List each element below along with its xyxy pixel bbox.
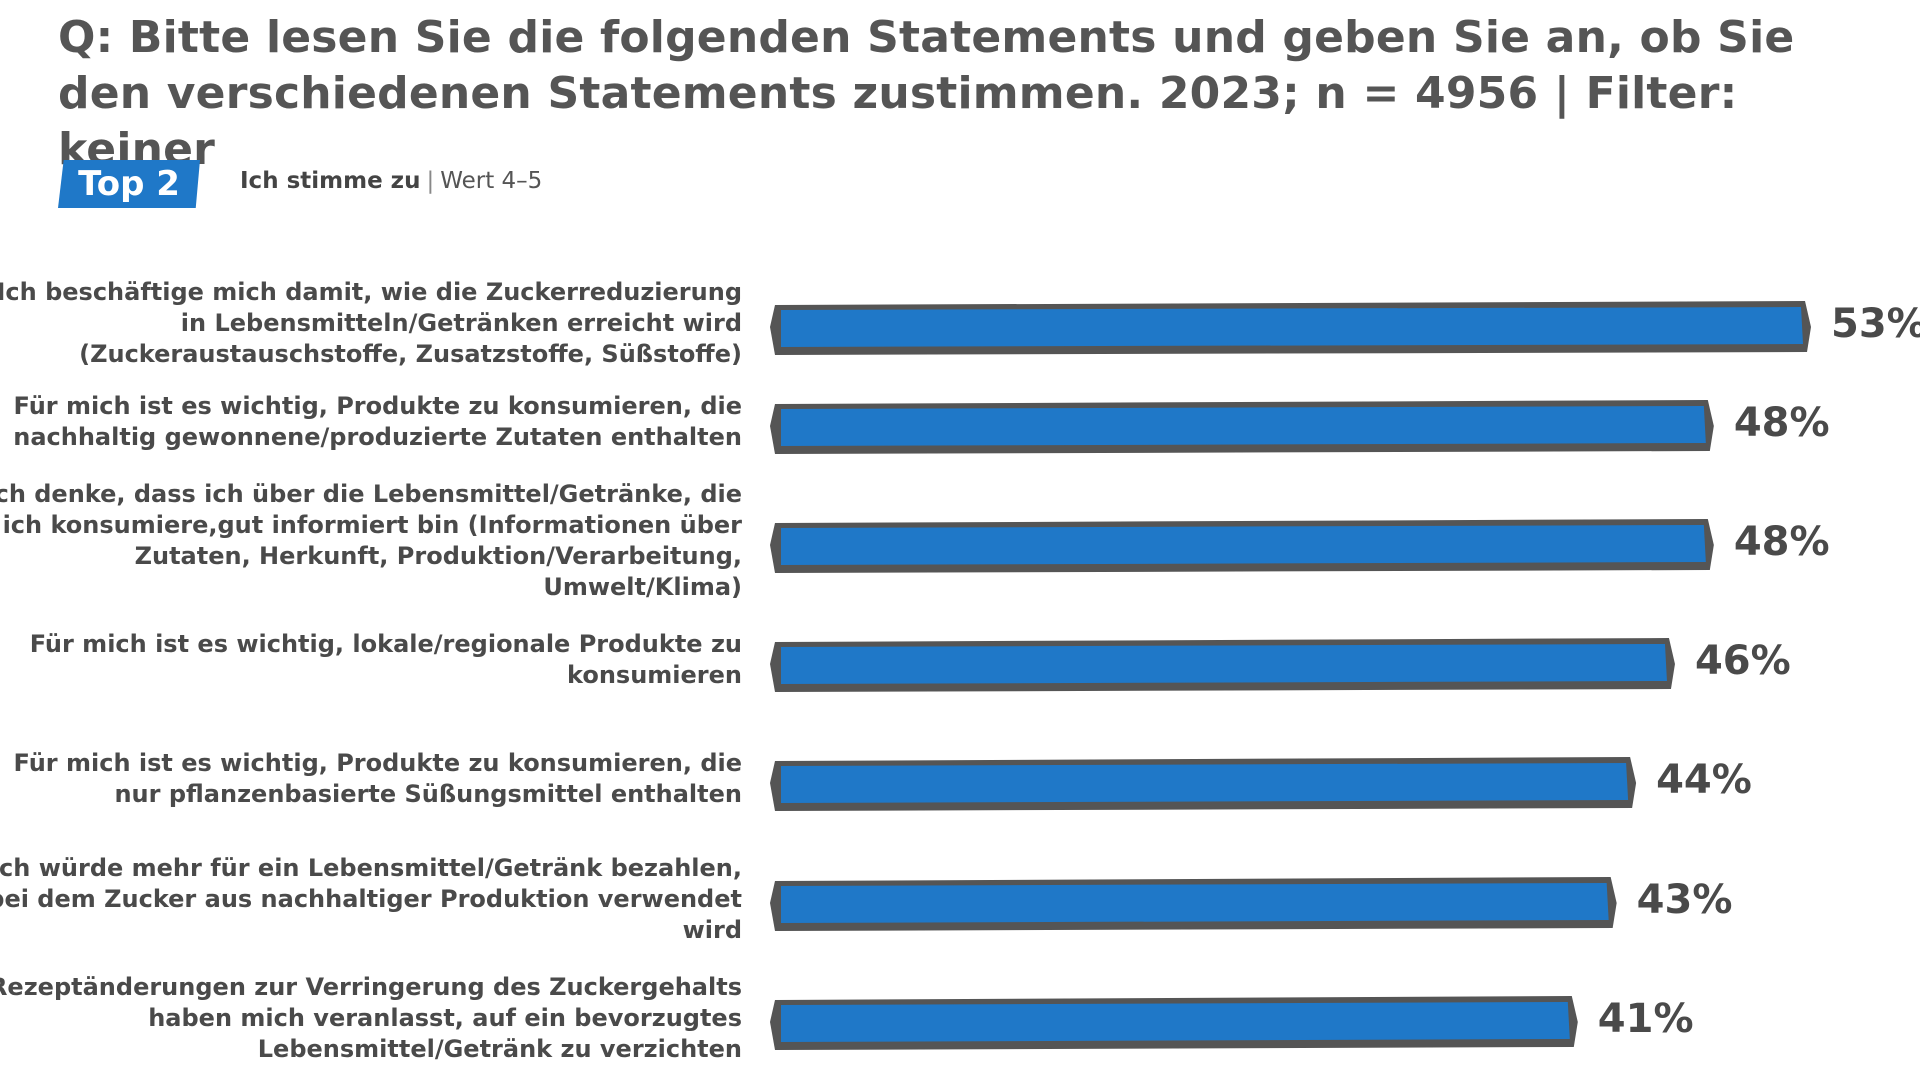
- bar-fill-2: [781, 406, 1706, 446]
- bar-fill-4: [781, 644, 1667, 684]
- category-label-7: Rezeptänderungen zur Verringerung des Zu…: [0, 972, 742, 1063]
- category-label-5: Für mich ist es wichtig, Produkte zu kon…: [13, 749, 742, 808]
- legend-separator: |: [426, 168, 435, 194]
- legend-description: Ich stimme zu | Wert 4–5: [240, 168, 542, 194]
- bar-fill-1: [781, 307, 1803, 347]
- legend-label-rest: Wert 4–5: [440, 168, 543, 194]
- value-label-4: 46%: [1694, 638, 1791, 684]
- bar-fill-7: [781, 1002, 1570, 1042]
- value-label-7: 41%: [1597, 996, 1694, 1042]
- bar-3: [770, 519, 1714, 573]
- value-label-1: 53%: [1831, 301, 1920, 347]
- category-label-4: Für mich ist es wichtig, lokale/regional…: [29, 630, 742, 689]
- bar-fill-5: [781, 763, 1629, 803]
- bar-fill-3: [781, 525, 1706, 565]
- category-label-3: Ich denke, dass ich über die Lebensmitte…: [0, 480, 742, 601]
- category-label-2: Für mich ist es wichtig, Produkte zu kon…: [13, 392, 742, 451]
- bar-1: [770, 301, 1811, 355]
- category-label-6: Ich würde mehr für ein Lebensmittel/Getr…: [0, 853, 742, 944]
- legend-label-bold: Ich stimme zu: [240, 168, 421, 194]
- bar-6: [770, 877, 1617, 931]
- bar-2: [770, 400, 1714, 454]
- bar-7: [770, 996, 1578, 1050]
- top2-badge: Top 2: [58, 160, 200, 208]
- bar-fill-6: [781, 883, 1609, 923]
- value-label-2: 48%: [1733, 400, 1830, 446]
- chart-title: Q: Bitte lesen Sie die folgenden Stateme…: [58, 12, 1795, 175]
- value-label-6: 43%: [1636, 877, 1733, 923]
- bar-5: [770, 757, 1637, 811]
- value-label-5: 44%: [1656, 757, 1752, 803]
- bar-4: [770, 638, 1675, 692]
- category-label-1: Ich beschäftige mich damit, wie die Zuck…: [0, 277, 742, 368]
- value-label-3: 48%: [1733, 519, 1830, 565]
